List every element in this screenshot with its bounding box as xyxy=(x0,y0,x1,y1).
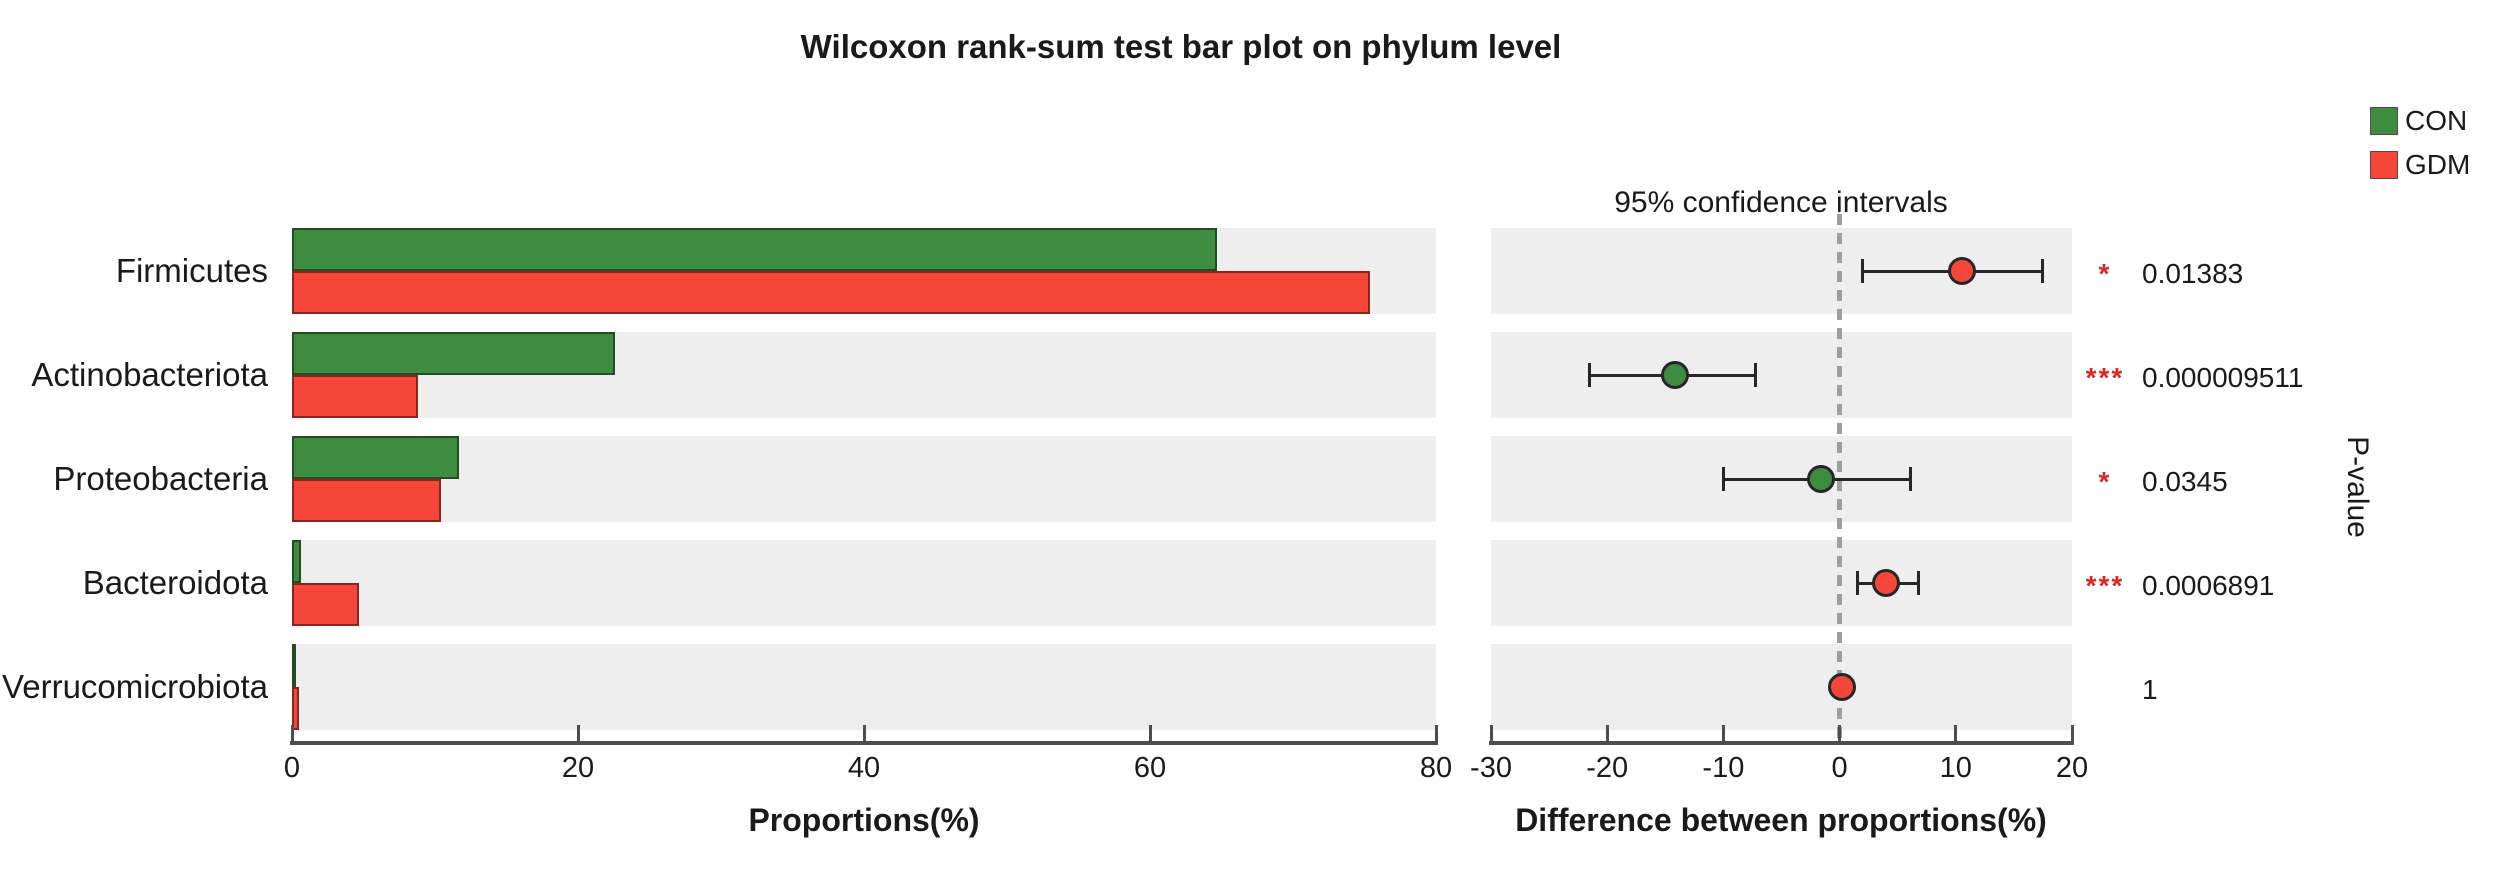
legend-swatch-gdm xyxy=(2370,150,2398,179)
right-axis-tick xyxy=(2070,725,2074,741)
ci-cap-left xyxy=(1721,467,1725,491)
row-band-right xyxy=(1491,540,2072,626)
left-axis-tick xyxy=(862,725,866,741)
right-x-axis xyxy=(1489,741,2074,745)
p-value: 0.0006891 xyxy=(2142,570,2275,601)
category-label: Bacteroidota xyxy=(82,564,268,601)
right-axis-tick xyxy=(1838,725,1842,741)
ci-cap-right xyxy=(1908,467,1912,491)
left-axis-tick-label: 80 xyxy=(1419,752,1453,784)
bar-con xyxy=(292,436,460,479)
bar-con xyxy=(292,228,1218,271)
left-x-axis xyxy=(290,741,1438,745)
legend-label-con: CON xyxy=(2405,105,2468,136)
right-axis-tick-label: -10 xyxy=(1702,752,1745,784)
right-axis-tick xyxy=(1721,725,1725,741)
legend-item-con: CON xyxy=(2370,105,2470,136)
legend-label-gdm: GDM xyxy=(2405,149,2471,180)
row-band-left xyxy=(292,644,1436,730)
category-label: Actinobacteriota xyxy=(31,356,268,393)
right-axis-tick xyxy=(1954,725,1958,741)
significance-stars: * xyxy=(2098,258,2112,289)
pvalue-axis-label: P-value xyxy=(2341,436,2374,538)
right-x-axis-label: Difference between proportions(%) xyxy=(1515,802,2047,838)
bar-gdm xyxy=(292,271,1371,314)
bar-gdm xyxy=(292,479,441,522)
ci-panel-title: 95% confidence intervals xyxy=(1614,186,1948,219)
category-label: Firmicutes xyxy=(115,252,268,289)
category-label: Proteobacteria xyxy=(53,460,268,497)
significance-stars: *** xyxy=(2085,362,2125,393)
row-band-right xyxy=(1491,332,2072,418)
significance-stars: * xyxy=(2098,466,2112,497)
chart-title: Wilcoxon rank-sum test bar plot on phylu… xyxy=(800,28,1562,65)
bar-gdm xyxy=(292,375,418,418)
left-axis-tick xyxy=(290,725,294,741)
right-axis-tick-label: 20 xyxy=(2055,752,2089,784)
category-label: Verrucomicrobiota xyxy=(2,668,268,705)
left-axis-tick xyxy=(576,725,580,741)
bar-con xyxy=(292,540,302,583)
right-axis-tick-label: -30 xyxy=(1470,752,1512,784)
left-axis-tick xyxy=(1434,725,1438,741)
legend-item-gdm: GDM xyxy=(2370,149,2471,180)
ci-cap-left xyxy=(1861,259,1865,283)
ci-dot xyxy=(1947,257,1976,285)
ci-dot xyxy=(1872,569,1901,597)
ci-cap-left xyxy=(1588,363,1592,387)
ci-cap-right xyxy=(1917,571,1921,595)
right-axis-tick xyxy=(1605,725,1609,741)
ci-dot xyxy=(1807,465,1835,493)
bar-gdm xyxy=(292,687,300,730)
legend-swatch-con xyxy=(2370,106,2398,135)
p-value: 0.01383 xyxy=(2142,258,2244,289)
bar-con xyxy=(292,644,296,687)
left-axis-tick-label: 60 xyxy=(1133,752,1167,784)
p-value: 1 xyxy=(2142,674,2158,705)
right-axis-tick-label: -20 xyxy=(1586,752,1629,784)
right-axis-tick-label: 10 xyxy=(1939,752,1972,784)
ci-dot xyxy=(1660,361,1689,389)
bar-gdm xyxy=(292,583,360,626)
left-axis-tick xyxy=(1148,725,1152,741)
right-axis-tick xyxy=(1489,725,1493,741)
p-value: 0.000009511 xyxy=(2142,362,2304,393)
left-axis-tick-label: 0 xyxy=(283,752,301,784)
row-band-left xyxy=(292,540,1436,626)
ci-cap-left xyxy=(1855,571,1859,595)
row-band-left xyxy=(292,436,1436,522)
left-x-axis-label: Proportions(%) xyxy=(748,802,980,838)
right-axis-tick-label: 0 xyxy=(1831,752,1848,784)
bar-con xyxy=(292,332,616,375)
left-axis-tick-label: 20 xyxy=(561,752,595,784)
row-band-right xyxy=(1491,644,2072,730)
ci-cap-right xyxy=(1754,363,1758,387)
legend: CON GDM xyxy=(2370,105,2471,195)
significance-stars: *** xyxy=(2085,570,2125,601)
p-value: 0.0345 xyxy=(2142,466,2228,497)
ci-dot xyxy=(1827,673,1856,701)
ci-cap-right xyxy=(2041,259,2045,283)
left-axis-tick-label: 40 xyxy=(847,752,881,784)
